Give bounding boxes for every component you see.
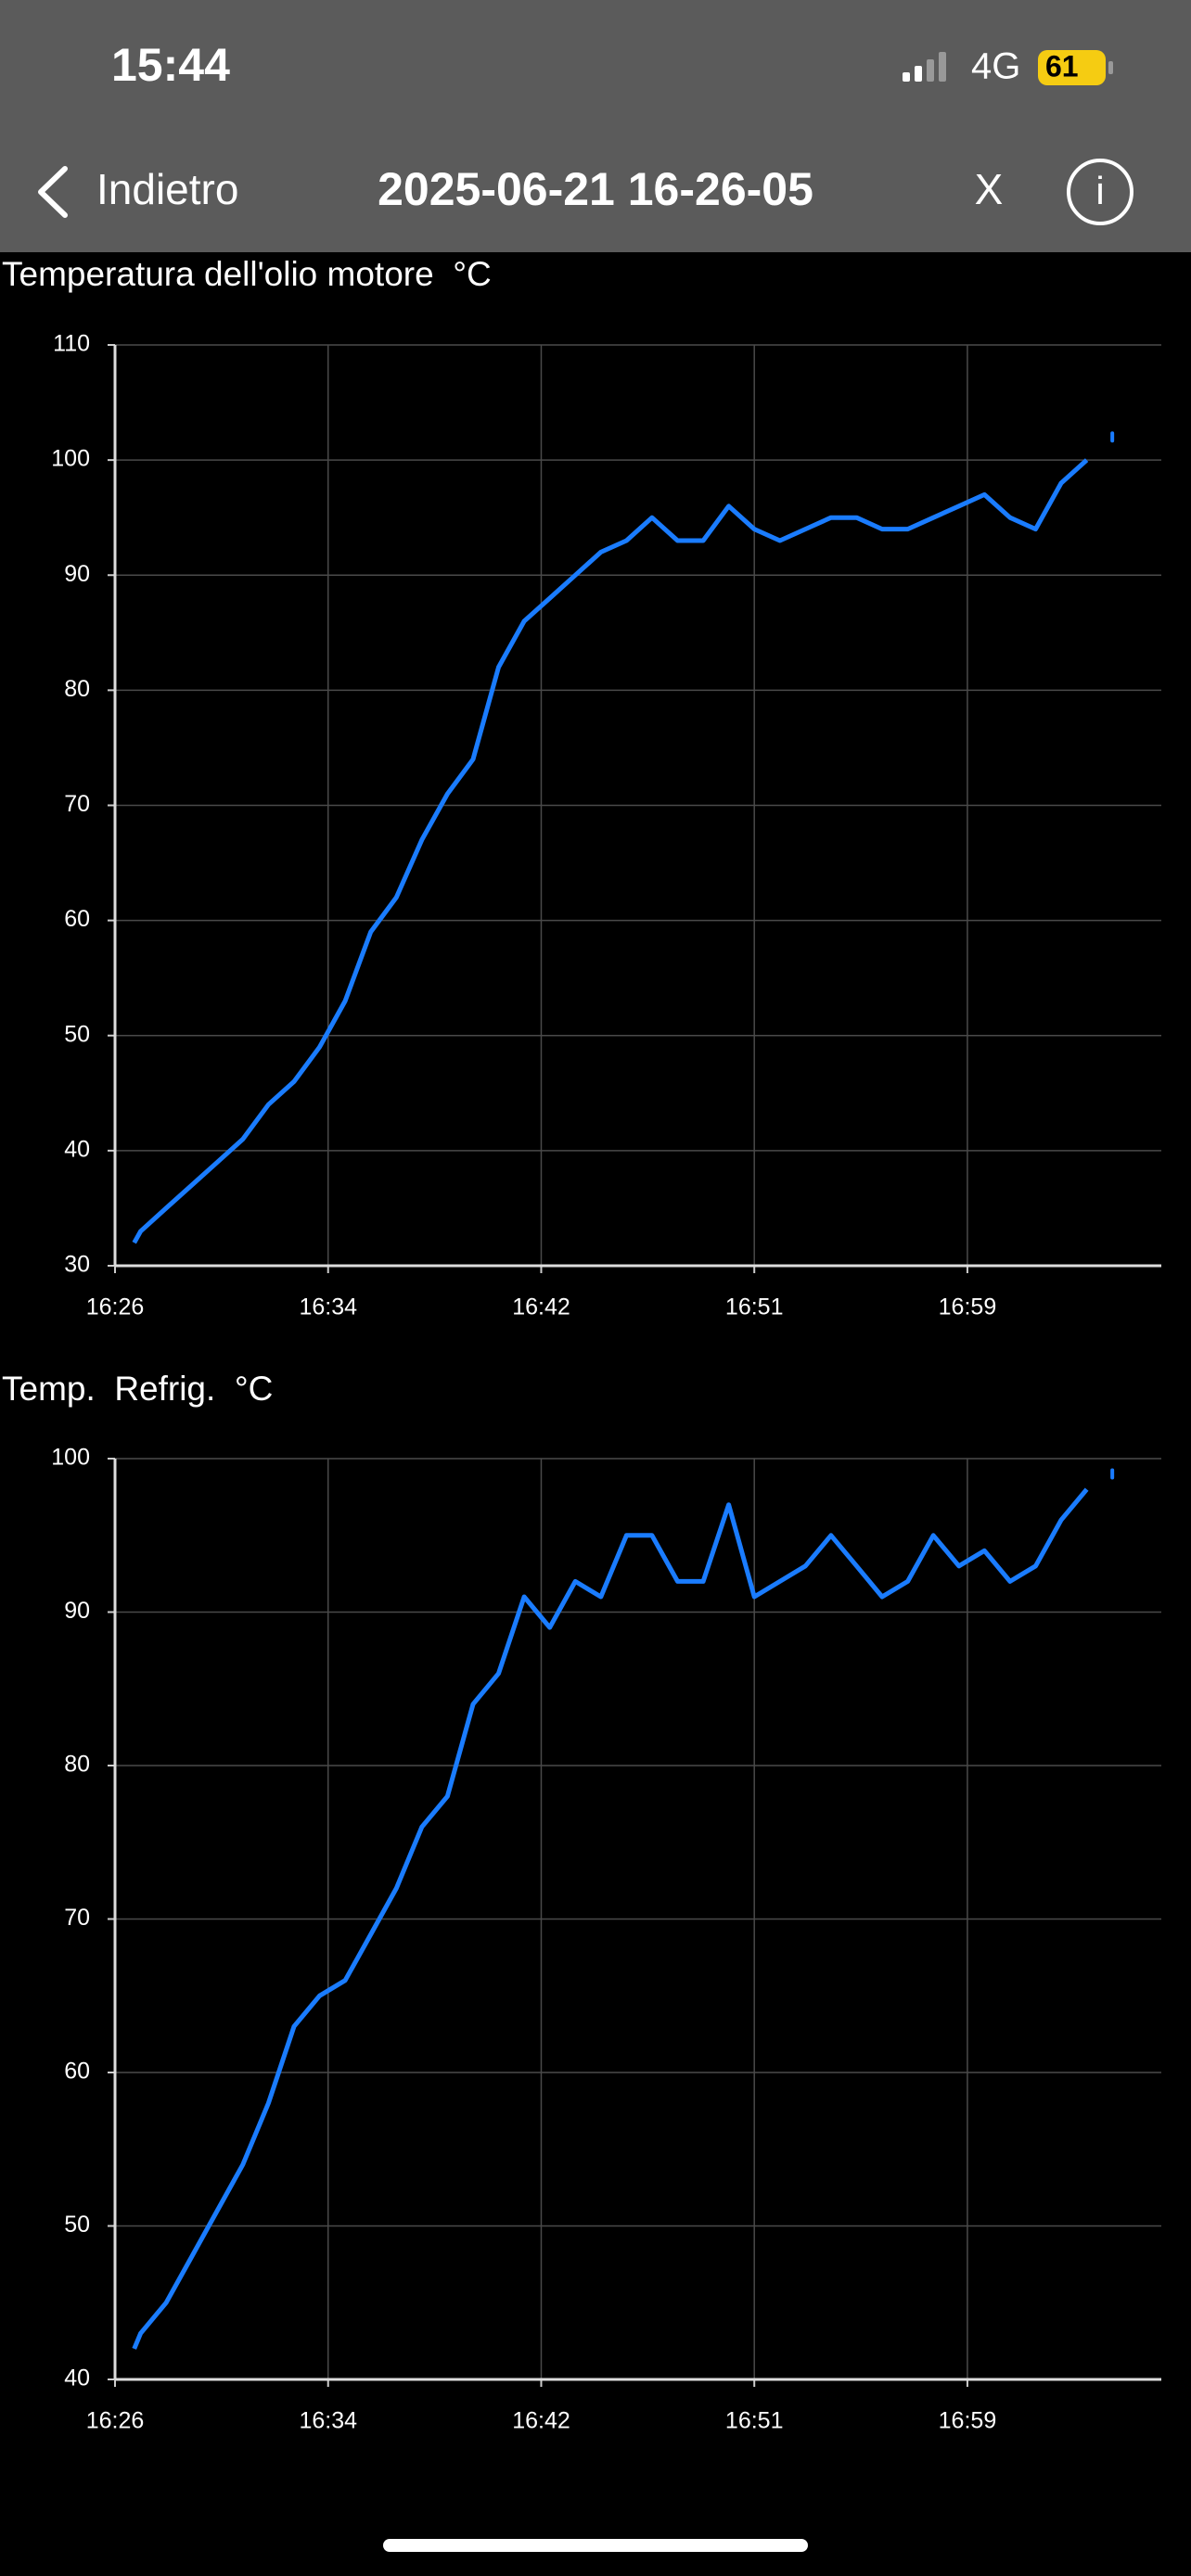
home-indicator: [383, 2539, 808, 2552]
y-tick-label: 90: [64, 561, 90, 587]
chart-title: Temp. Refrig. °C: [2, 1370, 273, 1408]
y-tick-label: 40: [64, 2366, 90, 2391]
x-tick-label: 16:59: [939, 1294, 997, 1320]
status-network: 4G: [971, 46, 1020, 87]
nav-title: 2025-06-21 16-26-05: [378, 163, 813, 215]
y-tick-label: 80: [64, 676, 90, 702]
header-background: [0, 0, 1191, 252]
close-button[interactable]: X: [975, 165, 1004, 213]
y-tick-label: 70: [64, 1905, 90, 1931]
back-chevron[interactable]: [38, 166, 68, 218]
signal-icon: [903, 52, 946, 82]
chart-title: Temperatura dell'olio motore °C: [2, 255, 492, 293]
y-tick-label: 60: [64, 2059, 90, 2085]
x-tick-label: 16:26: [86, 1294, 145, 1320]
y-tick-label: 110: [53, 331, 90, 357]
data-line: [132, 458, 1089, 1244]
y-tick-label: 70: [64, 791, 90, 817]
battery-icon: [1038, 50, 1113, 85]
x-tick-label: 16:42: [512, 1294, 570, 1320]
y-tick-label: 60: [64, 906, 90, 932]
y-tick-label: 40: [64, 1136, 90, 1162]
x-tick-label: 16:34: [299, 1294, 357, 1320]
y-tick-label: 100: [51, 446, 90, 472]
battery-level: 61: [1045, 49, 1079, 83]
x-tick-label: 16:26: [86, 2408, 145, 2434]
x-tick-label: 16:59: [939, 2408, 997, 2434]
info-button[interactable]: [1067, 159, 1133, 225]
x-tick-label: 16:51: [725, 2408, 784, 2434]
status-time: 15:44: [111, 39, 230, 91]
y-tick-label: 80: [64, 1752, 90, 1778]
x-tick-label: 16:42: [512, 2408, 570, 2434]
y-tick-label: 100: [51, 1445, 90, 1471]
x-tick-label: 16:51: [725, 1294, 784, 1320]
info-label[interactable]: i: [1095, 169, 1104, 212]
y-tick-label: 50: [64, 2212, 90, 2238]
data-line: [132, 1487, 1089, 2350]
y-tick-label: 50: [64, 1021, 90, 1047]
y-tick-label: 90: [64, 1598, 90, 1624]
y-tick-label: 30: [64, 1252, 90, 1278]
back-button[interactable]: Indietro: [96, 165, 238, 213]
x-tick-label: 16:34: [299, 2408, 357, 2434]
